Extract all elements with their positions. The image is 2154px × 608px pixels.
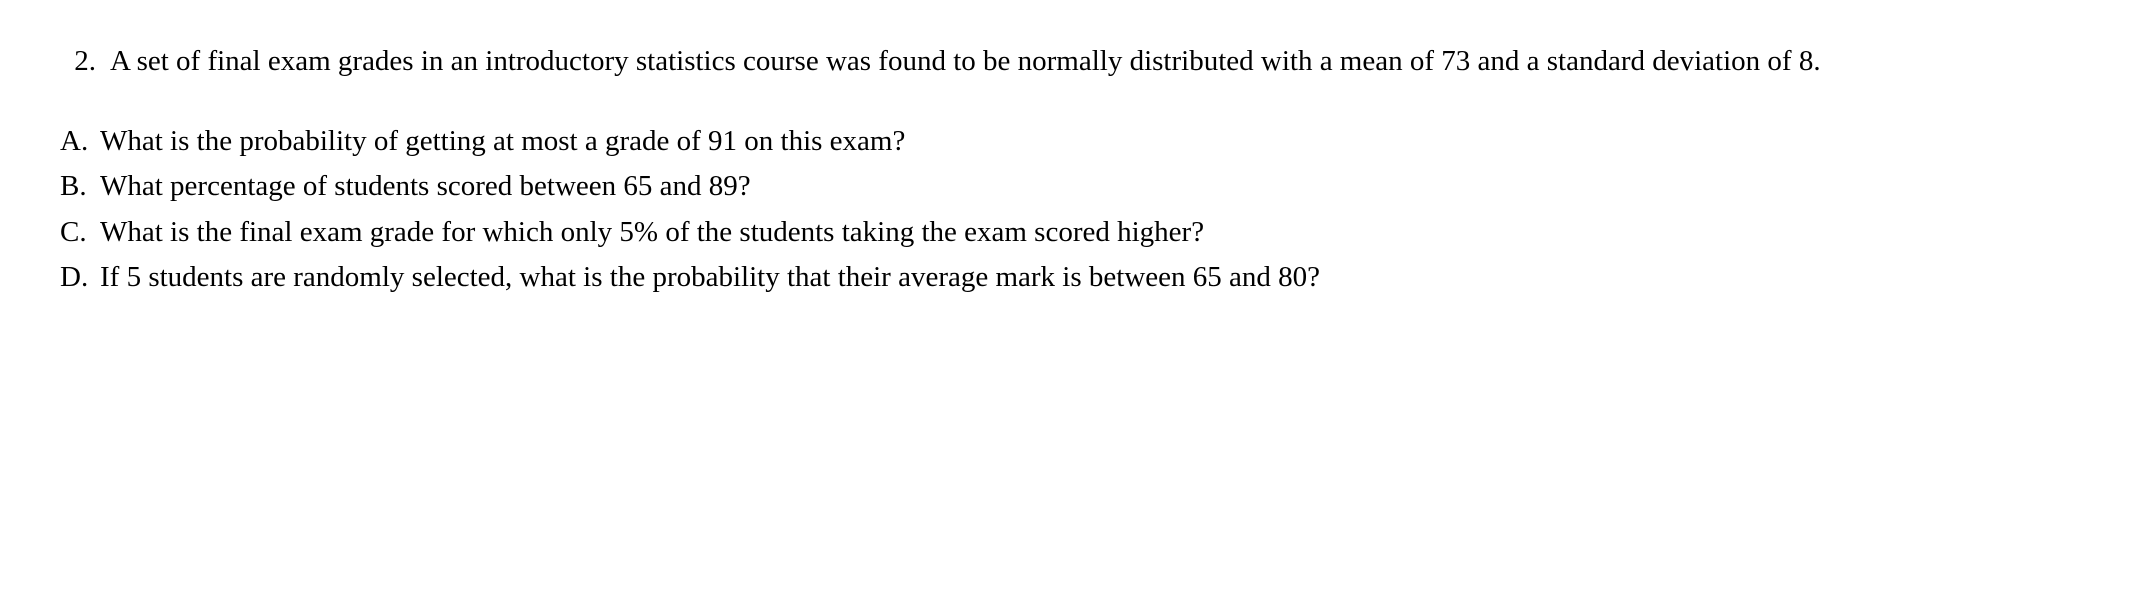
subquestions-list: A. What is the probability of getting at… xyxy=(60,120,2094,300)
subquestion-item: A. What is the probability of getting at… xyxy=(60,120,2094,164)
question-row: 2. A set of final exam grades in an intr… xyxy=(60,40,2094,84)
subquestion-label: C. xyxy=(60,211,100,255)
subquestion-item: D. If 5 students are randomly selected, … xyxy=(60,256,2094,300)
subquestion-text: What is the probability of getting at mo… xyxy=(100,120,2094,164)
subquestion-text: What is the final exam grade for which o… xyxy=(100,211,2094,255)
subquestion-label: D. xyxy=(60,256,100,300)
subquestion-label: B. xyxy=(60,165,100,209)
question-block: 2. A set of final exam grades in an intr… xyxy=(60,40,2094,84)
subquestion-label: A. xyxy=(60,120,100,164)
question-number: 2. xyxy=(60,40,110,84)
subquestion-text: What percentage of students scored betwe… xyxy=(100,165,2094,209)
subquestion-text: If 5 students are randomly selected, wha… xyxy=(100,256,2094,300)
subquestion-item: C. What is the final exam grade for whic… xyxy=(60,211,2094,255)
question-text: A set of final exam grades in an introdu… xyxy=(110,40,2094,84)
subquestion-item: B. What percentage of students scored be… xyxy=(60,165,2094,209)
